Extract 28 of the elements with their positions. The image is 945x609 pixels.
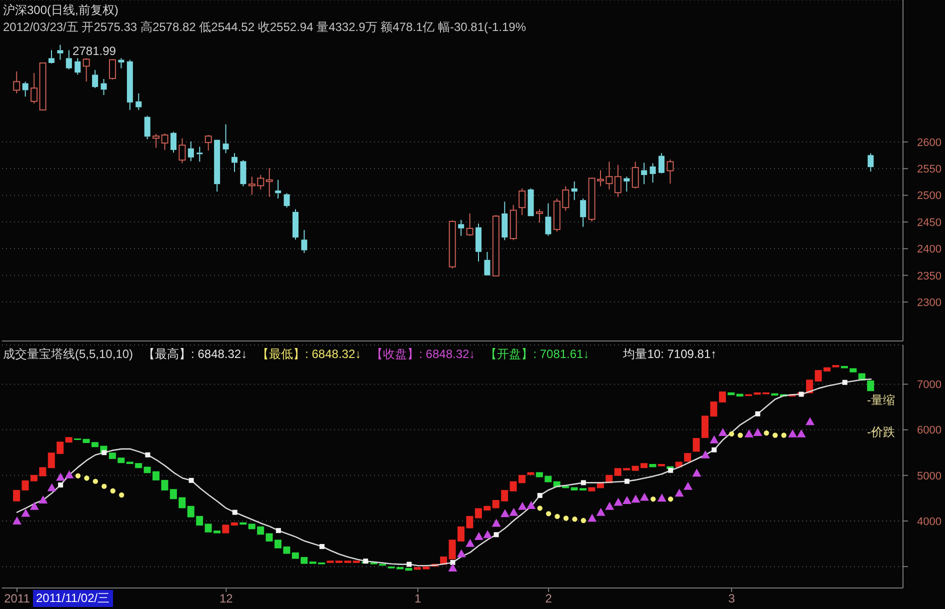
y-tick-label: 2350 bbox=[917, 270, 942, 282]
y-tick-label: 7000 bbox=[917, 379, 942, 392]
x-tick-label: 1 bbox=[414, 592, 422, 606]
y-tick-label: 2500 bbox=[917, 190, 942, 202]
y-tick-label: 2550 bbox=[917, 164, 942, 176]
text: 2012/03/23/五 开2575.33 高2578.82 低2544.52 收2552.94 量4332.9万 额478.1亿 幅-30.81(-1.19% bbox=[3, 20, 526, 34]
chart-title: 沪深300(日线,前复权) bbox=[3, 3, 118, 17]
annotation: 【收盘】: 6848.32↓ bbox=[371, 347, 476, 361]
x-tick-label: 12 bbox=[219, 592, 234, 606]
y-tick-label: 2300 bbox=[917, 296, 942, 309]
annotation: 均量10: 7109.81↑ bbox=[623, 347, 717, 361]
annotation: 【最高】: 6848.32↓ bbox=[143, 347, 248, 361]
x-tick-label: 2 bbox=[545, 592, 552, 606]
y-tick-label: 2600 bbox=[917, 136, 942, 149]
x-tick-label: 2011 bbox=[4, 592, 30, 606]
y-tick-label: 2400 bbox=[917, 244, 942, 256]
annotation: 【最低】: 6848.32↓ bbox=[257, 347, 362, 361]
y-tick-label: 4000 bbox=[917, 516, 942, 528]
annotation: -价跌 bbox=[867, 425, 895, 439]
y-tick-label: 5000 bbox=[917, 470, 942, 482]
annotation: 2781.99 bbox=[72, 44, 116, 58]
y-tick-label: 6000 bbox=[917, 424, 942, 437]
annotation: 【开盘】: 7081.61↓ bbox=[485, 347, 590, 361]
text: 2011/11/02/三 bbox=[36, 591, 110, 605]
y-tick-label: 2450 bbox=[917, 216, 942, 229]
x-tick-label: 3 bbox=[728, 592, 736, 606]
annotation: -量缩 bbox=[867, 393, 895, 407]
chart-title: 成交量宝塔线(5,5,10,10) bbox=[3, 347, 134, 361]
